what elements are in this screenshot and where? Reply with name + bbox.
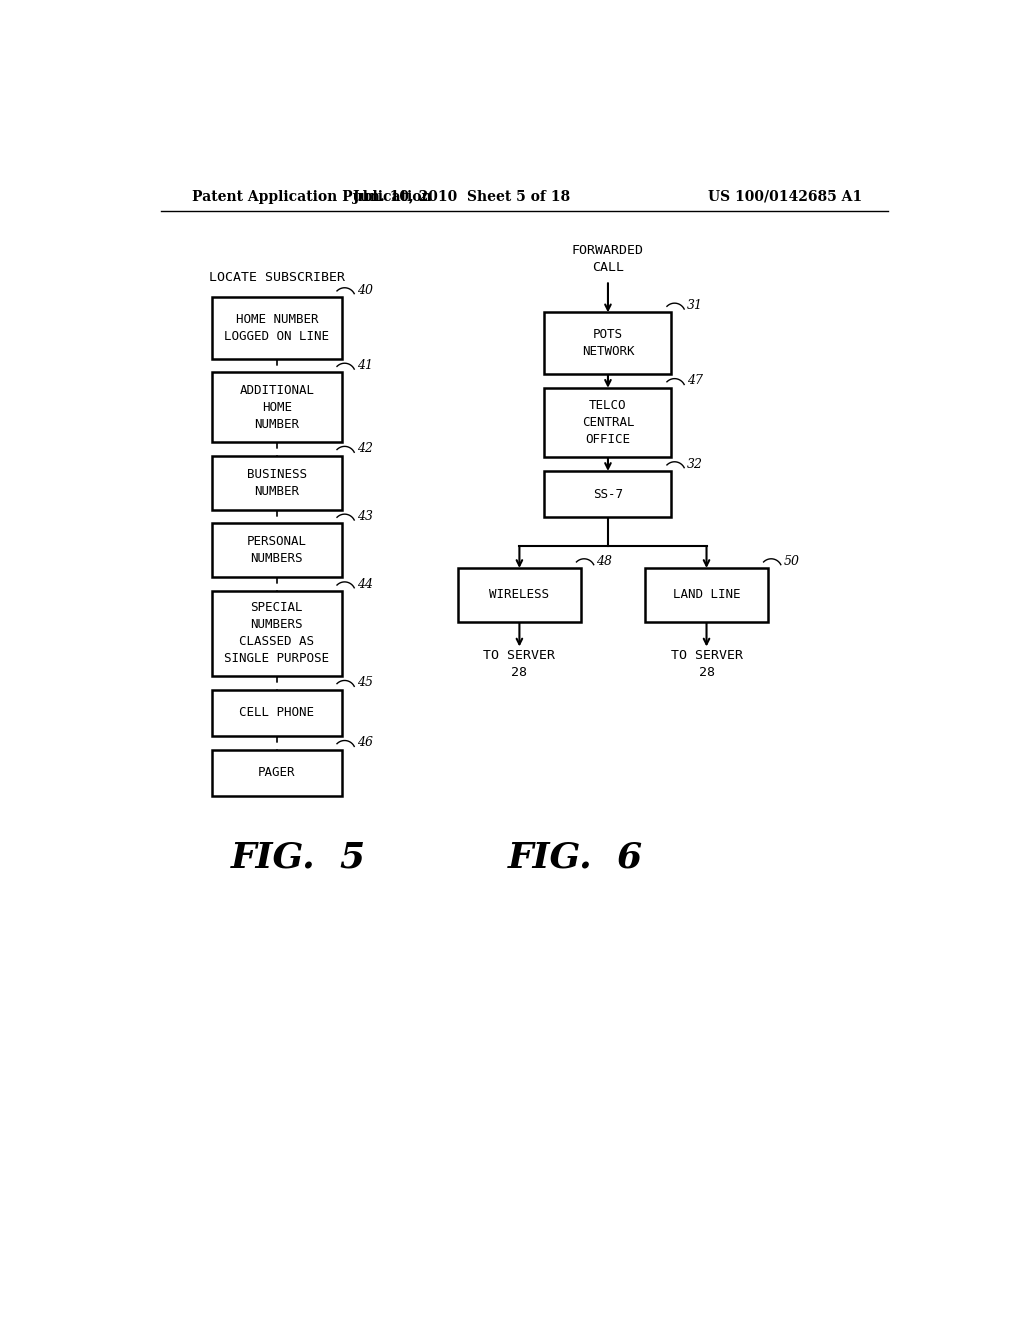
Bar <box>645 568 768 622</box>
Text: HOME NUMBER
LOGGED ON LINE: HOME NUMBER LOGGED ON LINE <box>224 313 330 343</box>
Text: 42: 42 <box>357 442 373 455</box>
Text: 43: 43 <box>357 510 373 523</box>
Text: SS-7: SS-7 <box>593 487 623 500</box>
Bar <box>458 568 581 622</box>
Bar <box>212 591 342 676</box>
Text: ADDITIONAL
HOME
NUMBER: ADDITIONAL HOME NUMBER <box>240 384 314 430</box>
Bar <box>545 471 672 517</box>
Text: 47: 47 <box>687 375 702 388</box>
Text: FIG.  5: FIG. 5 <box>230 841 366 875</box>
Bar <box>212 455 342 510</box>
Text: 44: 44 <box>357 578 373 591</box>
Bar <box>212 372 342 442</box>
Text: Jun. 10, 2010  Sheet 5 of 18: Jun. 10, 2010 Sheet 5 of 18 <box>353 190 570 203</box>
Text: TELCO
CENTRAL
OFFICE: TELCO CENTRAL OFFICE <box>582 399 634 446</box>
Text: US 100/0142685 A1: US 100/0142685 A1 <box>708 190 862 203</box>
Text: LOCATE SUBSCRIBER: LOCATE SUBSCRIBER <box>209 271 345 284</box>
Text: POTS
NETWORK: POTS NETWORK <box>582 329 634 358</box>
Text: 46: 46 <box>357 737 373 750</box>
Text: CELL PHONE: CELL PHONE <box>240 706 314 719</box>
Text: 32: 32 <box>687 458 702 471</box>
Text: 41: 41 <box>357 359 373 372</box>
Bar <box>212 523 342 577</box>
Text: PAGER: PAGER <box>258 767 296 779</box>
Text: Patent Application Publication: Patent Application Publication <box>193 190 432 203</box>
Text: TO SERVER
28: TO SERVER 28 <box>483 649 555 680</box>
Text: LAND LINE: LAND LINE <box>673 589 740 602</box>
Text: TO SERVER
28: TO SERVER 28 <box>671 649 742 680</box>
Text: 50: 50 <box>783 554 800 568</box>
Text: SPECIAL
NUMBERS
CLASSED AS
SINGLE PURPOSE: SPECIAL NUMBERS CLASSED AS SINGLE PURPOS… <box>224 602 330 665</box>
Bar <box>545 388 672 457</box>
Text: BUSINESS
NUMBER: BUSINESS NUMBER <box>247 467 307 498</box>
Text: 45: 45 <box>357 676 373 689</box>
Text: PERSONAL
NUMBERS: PERSONAL NUMBERS <box>247 536 307 565</box>
Text: FORWARDED
CALL: FORWARDED CALL <box>572 243 644 273</box>
Text: 48: 48 <box>596 554 612 568</box>
Bar <box>212 689 342 737</box>
Text: WIRELESS: WIRELESS <box>489 589 550 602</box>
Bar <box>212 750 342 796</box>
Text: FIG.  6: FIG. 6 <box>508 841 643 875</box>
Text: 40: 40 <box>357 284 373 297</box>
Bar <box>212 297 342 359</box>
Text: 31: 31 <box>687 298 702 312</box>
Bar <box>545 313 672 374</box>
